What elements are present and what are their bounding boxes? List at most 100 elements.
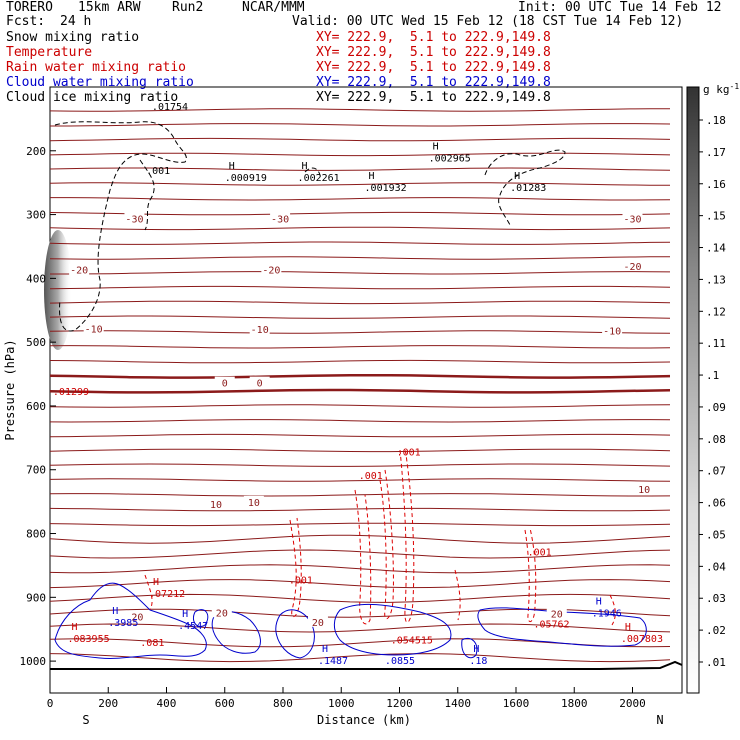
endpoint-left: S	[82, 713, 89, 727]
colorbar-tick-label: .15	[706, 210, 726, 223]
x-tick-label: 800	[273, 697, 293, 710]
high-marker: H	[473, 644, 479, 655]
y-tick-label: 800	[26, 528, 46, 541]
isotherm-line	[49, 137, 671, 142]
cloud-ice-contour	[304, 167, 321, 176]
forecast-hour: 24 h	[60, 14, 92, 29]
terrain-line	[50, 660, 683, 670]
y-tick-label: 900	[26, 591, 46, 604]
cloud-water-contour	[192, 609, 209, 627]
y-axis-label: Pressure (hPa)	[3, 339, 17, 440]
isotherm-label-bg	[249, 376, 270, 388]
isotherm-label: -20	[623, 262, 641, 273]
isotherm-label-bg	[69, 263, 90, 275]
x-tick-label: 1800	[561, 697, 588, 710]
isotherm-label: -10	[603, 326, 621, 337]
isotherm-line	[50, 197, 671, 201]
field-temperature-name: Temperature	[6, 45, 93, 60]
high-marker: H	[71, 622, 77, 633]
extremum-value: .3985	[108, 618, 138, 629]
field-rain-range: XY= 222.9, 5.1 to 222.9,149.8	[316, 60, 551, 75]
extremum-value: .002261	[298, 173, 340, 184]
rain-water-contours	[144, 447, 616, 626]
extremum-value: .01299	[53, 387, 89, 398]
isotherm-label-bg	[243, 495, 264, 507]
high-marker: H	[229, 161, 235, 172]
isotherm-line	[49, 433, 671, 438]
extremum-value: .01283	[510, 183, 546, 194]
isotherm-label: -10	[251, 325, 269, 336]
isotherm-line	[49, 330, 671, 334]
extremum-value: .002965	[429, 153, 471, 164]
x-tick-label: 1200	[386, 697, 413, 710]
x-tick-label: 1400	[444, 697, 471, 710]
isotherm-label: 20	[131, 613, 143, 624]
isotherm-line	[49, 419, 671, 423]
cloud-ice-contour	[139, 159, 155, 231]
field-rain-name: Rain water mixing ratio	[6, 60, 187, 75]
colorbar-tick-label: .17	[706, 146, 726, 159]
isotherm-label: 20	[312, 618, 324, 629]
isotherm-label-bg	[634, 483, 655, 495]
init-time: Init: 00 UTC Tue 14 Feb 12	[518, 0, 722, 15]
isotherm-line	[49, 653, 671, 663]
plot-frame	[49, 86, 683, 694]
colorbar-tick-label: .05	[706, 528, 726, 541]
isotherm-line	[49, 623, 671, 633]
high-marker: H	[322, 644, 328, 655]
high-marker: H	[514, 171, 520, 182]
isotherm-label: 10	[210, 500, 222, 511]
extremum-value: .081	[140, 638, 164, 649]
cloud-water-contour	[211, 610, 261, 654]
x-tick-label: 0	[47, 697, 54, 710]
isotherm-label-bg	[214, 376, 235, 388]
x-tick-label: 400	[157, 697, 177, 710]
extremum-value: .001	[397, 448, 421, 459]
isotherm-line	[49, 522, 671, 527]
x-tick-label: 600	[215, 697, 235, 710]
isotherm-labels: -30 -30 -30 -20 -20 -20 -10 -10 -10 0 0 10 10 10 20 20 2…	[69, 212, 655, 629]
isotherm-line	[49, 404, 671, 408]
extremum-value: .083955	[67, 634, 109, 645]
extremum-value: .001	[359, 471, 383, 482]
endpoint-right: N	[656, 713, 663, 727]
rain-contour	[379, 469, 394, 620]
isotherm-label-bg	[546, 607, 567, 619]
isotherm-line	[50, 271, 671, 275]
isotherm-line	[49, 315, 671, 319]
isotherm-line	[49, 373, 671, 379]
colorbar-tick-label: .13	[706, 273, 726, 286]
isotherm-label-bg	[83, 322, 104, 334]
isotherm-line	[49, 549, 671, 559]
colorbar-tick-label: .14	[706, 242, 726, 255]
isotherm-label: -20	[262, 266, 280, 277]
y-tick-label: 200	[26, 145, 46, 158]
extremum-value: .0855	[385, 656, 415, 667]
isotherm-line	[49, 182, 670, 186]
colorbar-tick-label: .1	[706, 369, 719, 382]
extremum-value: .001	[528, 548, 552, 559]
isotherm-label: 20	[216, 608, 228, 619]
isotherm-label-bg	[622, 259, 643, 271]
isotherm-line	[49, 579, 671, 589]
isotherm-line	[49, 493, 671, 497]
colorbar-tick-label: .03	[706, 592, 726, 605]
colorbar-unit-text: g kg	[703, 83, 730, 96]
extremum-value: .001	[289, 576, 313, 587]
isotherm-label: -30	[623, 215, 641, 226]
isotherm-line	[49, 388, 671, 394]
isotherm-line	[49, 448, 671, 453]
rain-contour	[144, 574, 153, 611]
high-marker: H	[625, 622, 631, 633]
extremum-value: .4547	[178, 621, 208, 632]
grid-label: 15km ARW	[78, 0, 141, 15]
cloud-water-contour	[333, 603, 452, 656]
colorbar-tick-label: .11	[706, 337, 726, 350]
colorbar-tick-label: .01	[706, 656, 726, 669]
rain-contour	[354, 489, 372, 625]
center-label: NCAR/MMM	[242, 0, 305, 15]
colorbar-tick-label: .04	[706, 560, 726, 573]
extremum-value: .05762	[533, 620, 569, 631]
